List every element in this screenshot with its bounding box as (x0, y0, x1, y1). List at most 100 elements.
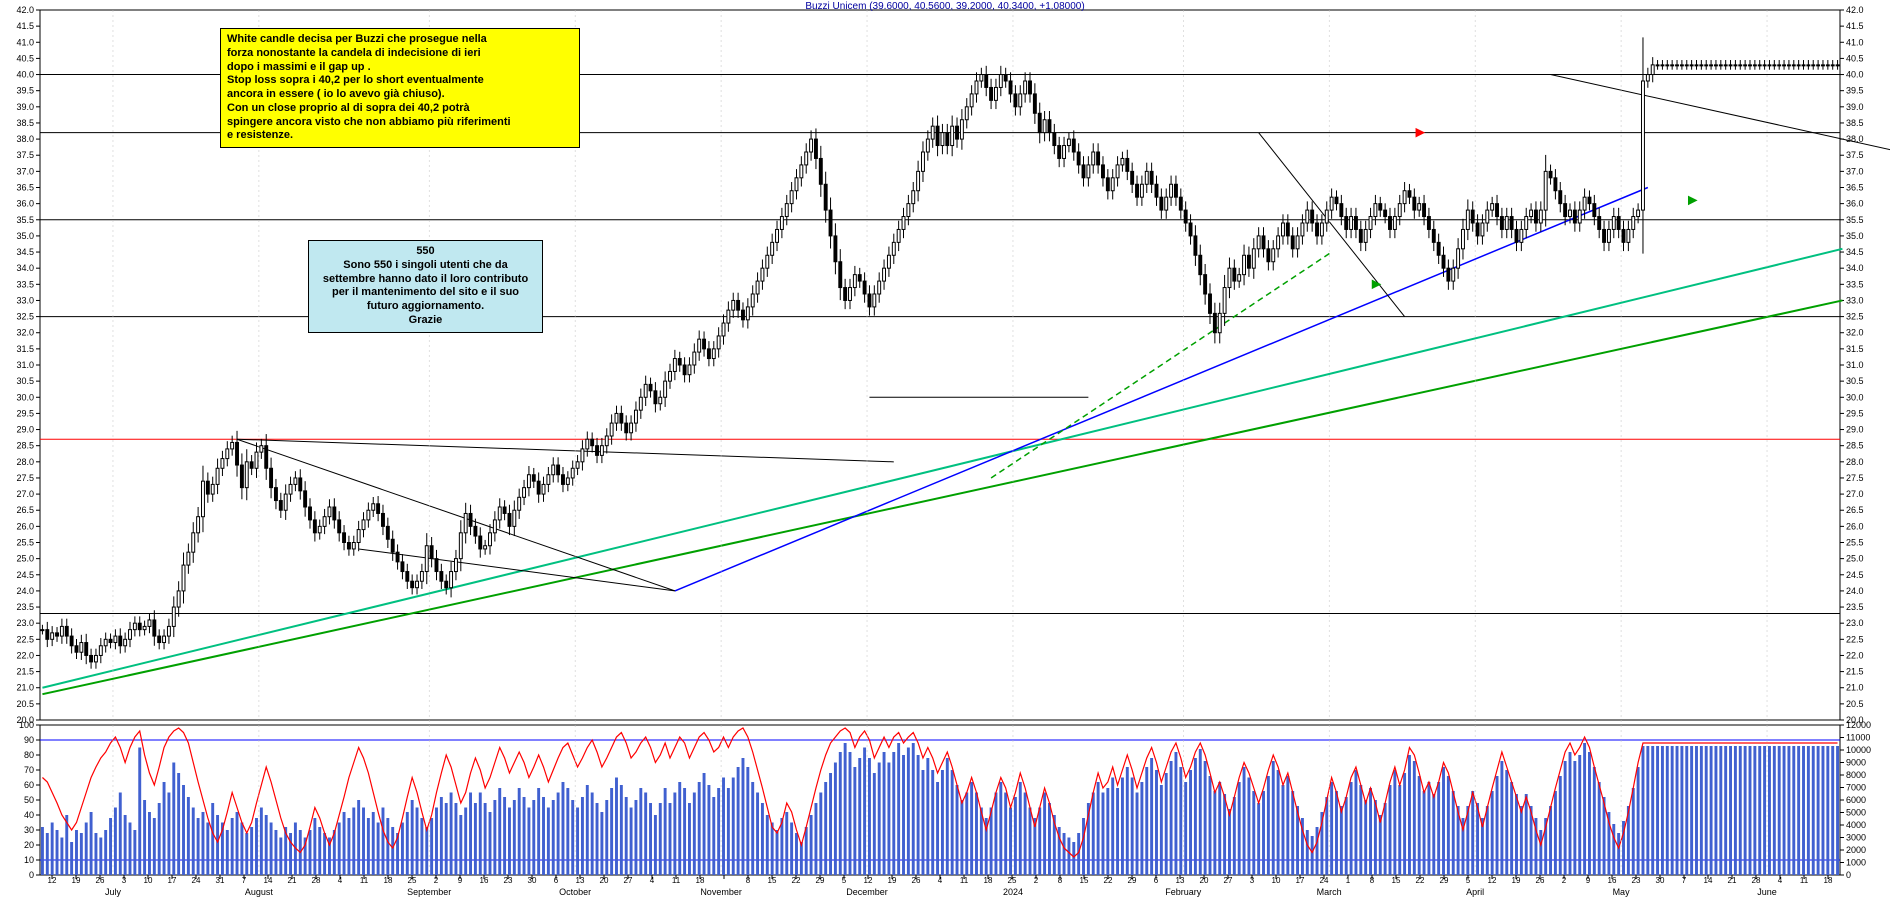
svg-text:27.0: 27.0 (16, 489, 34, 499)
svg-text:27.5: 27.5 (16, 473, 34, 483)
svg-text:5000: 5000 (1846, 808, 1866, 818)
svg-text:38.0: 38.0 (16, 134, 34, 144)
svg-text:November: November (700, 887, 742, 897)
svg-text:December: December (846, 887, 888, 897)
svg-text:March: March (1317, 887, 1342, 897)
svg-text:February: February (1165, 887, 1202, 897)
svg-text:0: 0 (29, 870, 34, 880)
svg-text:10: 10 (144, 876, 153, 885)
svg-text:7: 7 (242, 876, 247, 885)
svg-text:32.5: 32.5 (1846, 312, 1864, 322)
annotation-cyan: 550Sono 550 i singoli utenti che dasette… (308, 240, 543, 333)
svg-text:16: 16 (480, 876, 489, 885)
svg-text:9: 9 (1586, 876, 1591, 885)
svg-text:6: 6 (1154, 876, 1159, 885)
svg-text:60: 60 (24, 780, 34, 790)
svg-text:9000: 9000 (1846, 758, 1866, 768)
svg-text:10000: 10000 (1846, 745, 1871, 755)
svg-text:8: 8 (1058, 876, 1063, 885)
svg-text:5: 5 (842, 876, 847, 885)
svg-text:2: 2 (1562, 876, 1567, 885)
svg-text:April: April (1466, 887, 1484, 897)
svg-text:28.5: 28.5 (1846, 441, 1864, 451)
svg-text:10: 10 (1272, 876, 1281, 885)
svg-text:36.0: 36.0 (16, 199, 34, 209)
svg-text:13: 13 (576, 876, 585, 885)
svg-text:1: 1 (1346, 876, 1351, 885)
svg-text:24.0: 24.0 (16, 586, 34, 596)
svg-text:24.0: 24.0 (1846, 586, 1864, 596)
svg-text:12: 12 (48, 876, 57, 885)
svg-text:9: 9 (458, 876, 463, 885)
svg-text:25.0: 25.0 (1846, 554, 1864, 564)
svg-text:26.5: 26.5 (16, 505, 34, 515)
svg-text:4: 4 (1778, 876, 1783, 885)
svg-text:33.0: 33.0 (16, 295, 34, 305)
svg-text:17: 17 (168, 876, 177, 885)
svg-text:September: September (407, 887, 451, 897)
svg-text:31.0: 31.0 (1846, 360, 1864, 370)
svg-text:31.5: 31.5 (1846, 344, 1864, 354)
svg-text:6: 6 (554, 876, 559, 885)
svg-text:4: 4 (938, 876, 943, 885)
svg-text:30.5: 30.5 (16, 376, 34, 386)
svg-text:29.5: 29.5 (16, 408, 34, 418)
svg-text:18: 18 (1824, 876, 1833, 885)
svg-text:31.0: 31.0 (16, 360, 34, 370)
svg-text:28.5: 28.5 (16, 441, 34, 451)
svg-text:35.0: 35.0 (16, 231, 34, 241)
svg-text:11: 11 (672, 876, 681, 885)
svg-text:39.5: 39.5 (1846, 86, 1864, 96)
svg-text:8: 8 (1370, 876, 1375, 885)
svg-text:41.5: 41.5 (16, 21, 34, 31)
svg-text:37.5: 37.5 (16, 150, 34, 160)
svg-text:24: 24 (192, 876, 201, 885)
svg-text:15: 15 (1392, 876, 1401, 885)
svg-text:20: 20 (24, 840, 34, 850)
svg-text:7: 7 (1682, 876, 1687, 885)
svg-text:8: 8 (746, 876, 751, 885)
svg-text:28.0: 28.0 (1846, 457, 1864, 467)
svg-text:30: 30 (1656, 876, 1665, 885)
svg-text:22: 22 (792, 876, 801, 885)
svg-text:41.0: 41.0 (16, 37, 34, 47)
svg-text:11000: 11000 (1846, 733, 1870, 743)
svg-text:18: 18 (384, 876, 393, 885)
svg-text:20.5: 20.5 (16, 699, 34, 709)
svg-text:1000: 1000 (1846, 858, 1866, 868)
svg-text:27.0: 27.0 (1846, 489, 1864, 499)
svg-text:28.0: 28.0 (16, 457, 34, 467)
svg-text:34.5: 34.5 (16, 247, 34, 257)
svg-text:34.5: 34.5 (1846, 247, 1864, 257)
svg-text:22: 22 (1416, 876, 1425, 885)
svg-text:90: 90 (24, 735, 34, 745)
svg-text:30.0: 30.0 (1846, 392, 1864, 402)
svg-text:5: 5 (1466, 876, 1471, 885)
svg-text:20: 20 (1200, 876, 1209, 885)
svg-text:26.5: 26.5 (1846, 505, 1864, 515)
svg-text:22.0: 22.0 (16, 650, 34, 660)
svg-text:28: 28 (312, 876, 321, 885)
svg-text:37.0: 37.0 (1846, 166, 1864, 176)
svg-text:August: August (245, 887, 274, 897)
svg-text:25.5: 25.5 (1846, 538, 1864, 548)
svg-text:30.0: 30.0 (16, 392, 34, 402)
chart-container: Buzzi Unicem (39.6000, 40.5600, 39.2000,… (0, 0, 1890, 903)
svg-text:19: 19 (1512, 876, 1521, 885)
svg-text:22.0: 22.0 (1846, 650, 1864, 660)
svg-text:4000: 4000 (1846, 820, 1866, 830)
svg-text:7000: 7000 (1846, 783, 1866, 793)
svg-text:100: 100 (19, 720, 34, 730)
svg-text:38.5: 38.5 (16, 118, 34, 128)
svg-text:18: 18 (984, 876, 993, 885)
svg-text:4: 4 (338, 876, 343, 885)
svg-text:22: 22 (1104, 876, 1113, 885)
svg-text:20.5: 20.5 (1846, 699, 1864, 709)
svg-text:35.0: 35.0 (1846, 231, 1864, 241)
svg-text:32.0: 32.0 (1846, 328, 1864, 338)
svg-text:30: 30 (24, 825, 34, 835)
svg-text:29.0: 29.0 (1846, 425, 1864, 435)
svg-text:21.5: 21.5 (1846, 667, 1864, 677)
svg-text:2: 2 (1034, 876, 1039, 885)
svg-text:16: 16 (1608, 876, 1617, 885)
